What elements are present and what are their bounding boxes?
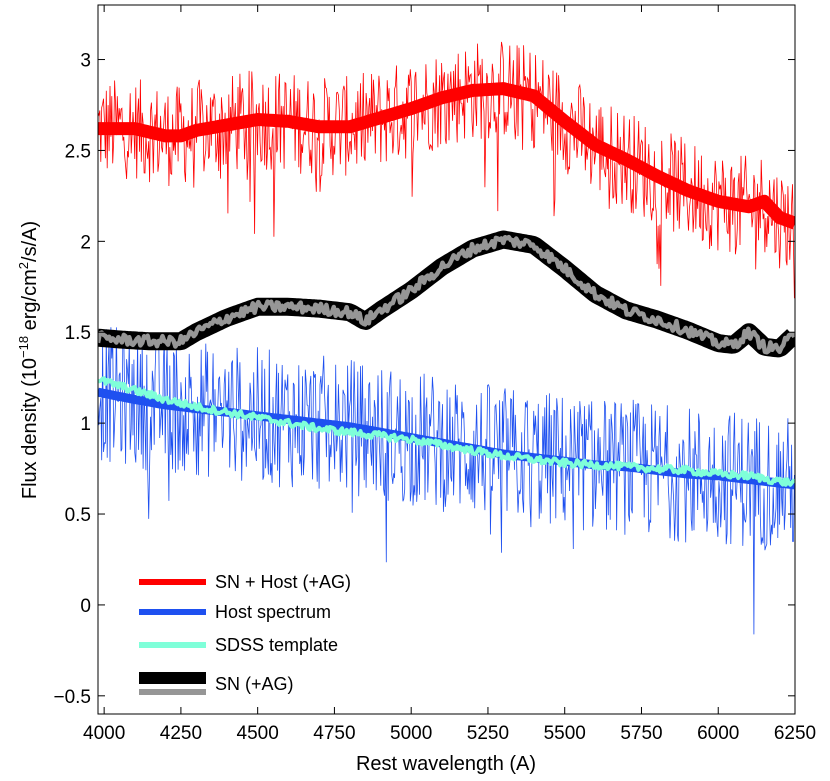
legend-label-sn-host: SN + Host (+AG)	[215, 572, 351, 592]
ticks-layer: 4000 4250 4500 4750 5000 5250 5500 5750 6000 6250…	[53, 5, 816, 744]
y-tick-label: 2	[80, 232, 91, 253]
x-tick-label: 5500	[544, 723, 586, 744]
y-tick-label: 0	[80, 596, 91, 617]
x-tick-label: 5000	[390, 723, 432, 744]
y-tick-label: 3	[80, 51, 91, 72]
sn-grey-line	[98, 234, 795, 355]
x-axis-label: Rest wavelength (A)	[356, 753, 536, 775]
x-tick-label: 6250	[774, 723, 816, 744]
y-tick-label: 1.5	[65, 323, 91, 344]
sdss-template-line	[98, 376, 795, 487]
sn-host-smooth-line	[98, 82, 795, 230]
legend-label-sdss: SDSS template	[215, 635, 338, 655]
series-layer	[98, 41, 795, 635]
plot-frame	[97, 4, 796, 715]
legend: SN + Host (+AG) Host spectrum SDSS templ…	[139, 572, 351, 695]
x-tick-label: 4750	[313, 723, 355, 744]
x-tick-label: 5750	[620, 723, 662, 744]
x-tick-label: 4500	[237, 723, 279, 744]
x-tick-label: 5250	[467, 723, 509, 744]
y-tick-label: 0.5	[65, 505, 91, 526]
legend-label-host: Host spectrum	[215, 602, 331, 622]
x-tick-label: 6000	[697, 723, 739, 744]
y-tick-label: −0.5	[53, 687, 91, 708]
host-raw-line	[98, 327, 795, 635]
y-tick-label: 1	[80, 414, 91, 435]
x-tick-label: 4250	[160, 723, 202, 744]
y-axis-label: Flux density (10−18 erg/cm2/s/A)	[16, 221, 41, 499]
legend-label-sn: SN (+AG)	[215, 674, 294, 694]
x-tick-label: 4000	[83, 723, 125, 744]
sn-host-raw-line	[98, 41, 795, 299]
y-tick-label: 2.5	[65, 141, 91, 162]
